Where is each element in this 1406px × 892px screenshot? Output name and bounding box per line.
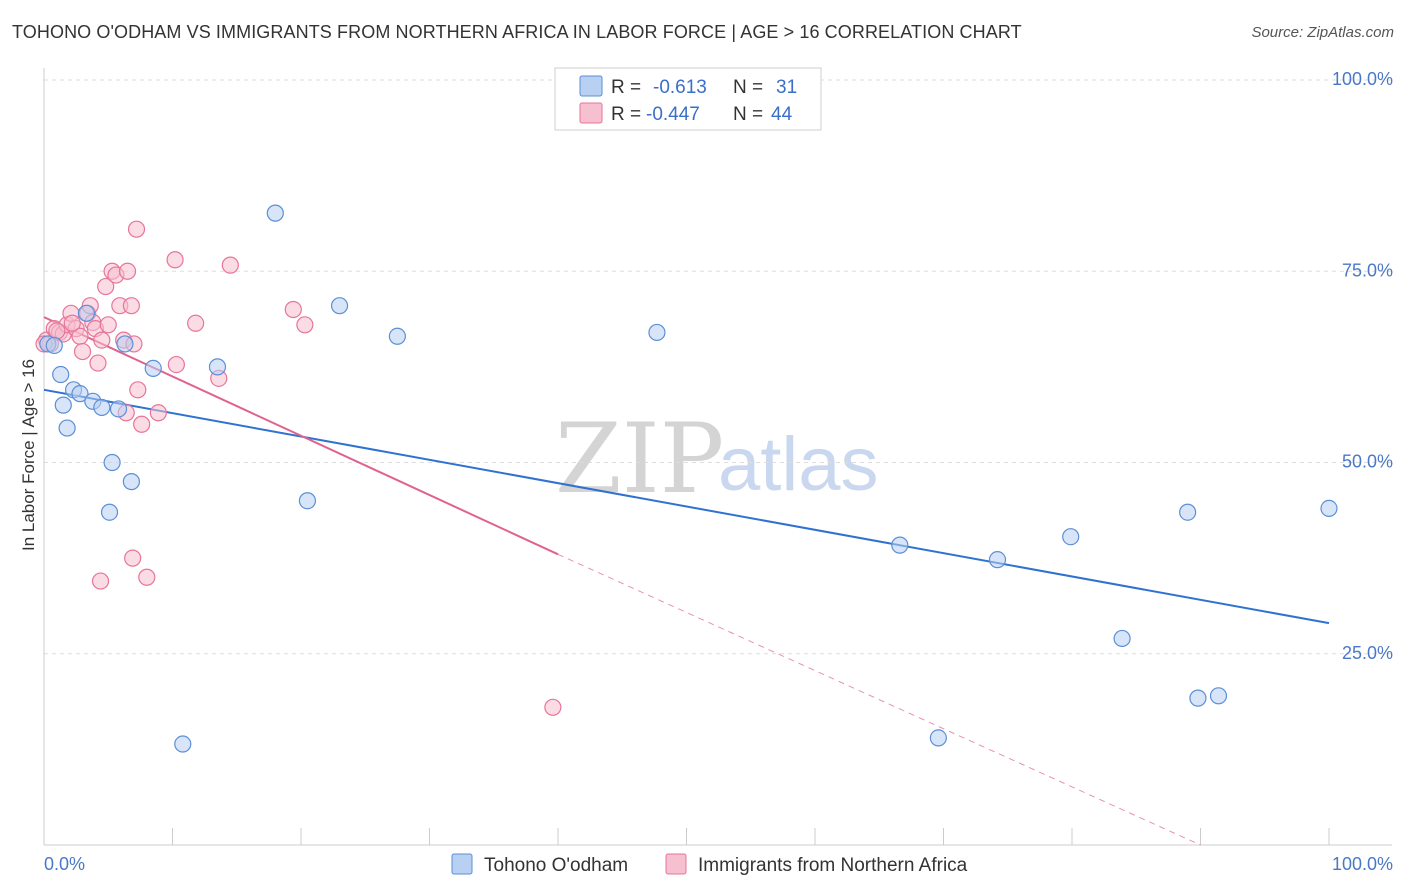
- watermark-zip: ZIP: [555, 403, 724, 515]
- point-northern-africa-32: [149, 404, 167, 422]
- y-tick-label-0: 100.0%: [1332, 69, 1393, 89]
- trend-line-tohono: [43, 388, 1330, 625]
- watermark-atlas: atlas: [718, 422, 879, 507]
- point-tohono-15: [144, 359, 162, 378]
- point-northern-africa-16: [97, 277, 115, 296]
- trend-line-northern-africa-extension: [557, 553, 1201, 846]
- series-legend-swatch-blue: [451, 853, 473, 875]
- point-tohono-19: [298, 492, 317, 510]
- point-tohono-7: [77, 304, 96, 322]
- point-tohono-6: [71, 385, 89, 403]
- point-northern-africa-31: [138, 568, 156, 586]
- point-tohono-22: [648, 323, 666, 342]
- point-northern-africa-28: [124, 549, 142, 567]
- point-tohono-21: [388, 327, 406, 345]
- point-northern-africa-9: [73, 342, 92, 361]
- gridlines: [44, 79, 1392, 655]
- watermark: ZIP atlas: [555, 403, 879, 515]
- y-axis-title: In Labor Force | Age > 16: [19, 359, 38, 551]
- legend-r-label-2: R =: [611, 104, 641, 125]
- point-tohono-12: [109, 400, 128, 418]
- point-northern-africa-26: [129, 381, 147, 399]
- y-tick-label-3: 25.0%: [1342, 643, 1393, 663]
- point-tohono-9: [93, 398, 111, 417]
- point-northern-africa-38: [284, 300, 302, 319]
- point-northern-africa-15: [93, 331, 111, 349]
- series-legend-swatch-pink: [665, 853, 687, 875]
- point-northern-africa-34: [167, 355, 185, 374]
- point-tohono-18: [266, 204, 284, 222]
- point-tohono-28: [1179, 503, 1197, 521]
- point-northern-africa-17: [99, 316, 117, 334]
- legend-swatch-pink: [579, 102, 603, 124]
- point-northern-africa-33: [166, 251, 184, 269]
- point-tohono-11: [100, 503, 119, 521]
- y-tick-label-1: 75.0%: [1342, 260, 1393, 280]
- legend-swatch-blue: [579, 75, 603, 97]
- y-tick-label-2: 50.0%: [1342, 452, 1393, 472]
- x-tick-label-0: 0.0%: [44, 854, 85, 874]
- point-northern-africa-29: [91, 572, 110, 590]
- series-legend-label-1: Tohono O'odham: [484, 855, 628, 876]
- source-credit: Source: ZipAtlas.com: [1251, 24, 1394, 41]
- point-tohono-25: [988, 551, 1007, 569]
- point-tohono-29: [1189, 689, 1207, 707]
- point-northern-africa-37: [221, 256, 239, 274]
- legend-n-label-1: N =: [733, 77, 763, 98]
- point-northern-africa-35: [187, 314, 205, 332]
- point-tohono-3: [54, 396, 72, 414]
- axes: [43, 68, 1392, 846]
- legend-n-label-2: N =: [733, 104, 763, 125]
- point-tohono-13: [116, 335, 134, 353]
- point-tohono-17: [208, 358, 227, 376]
- point-tohono-1: [45, 336, 63, 355]
- point-tohono-10: [103, 453, 121, 472]
- legend-r-value-1: -0.613: [653, 77, 707, 98]
- point-northern-africa-30: [127, 220, 146, 238]
- legend-n-value-2: 44: [771, 104, 793, 125]
- x-tick-label-1: 100.0%: [1332, 854, 1393, 874]
- chart-title: TOHONO O'ODHAM VS IMMIGRANTS FROM NORTHE…: [12, 22, 1022, 42]
- data-points: [35, 204, 1338, 753]
- legend-r-label-1: R =: [611, 77, 641, 98]
- tick-labels: 100.0% 75.0% 50.0% 25.0% 0.0% 100.0%: [44, 69, 1393, 874]
- point-tohono-27: [1113, 629, 1131, 648]
- point-tohono-16: [174, 735, 192, 753]
- legend-n-value-1: 31: [776, 77, 797, 98]
- point-northern-africa-27: [133, 415, 151, 433]
- point-tohono-31: [1320, 499, 1338, 517]
- series-legend: Tohono O'odham Immigrants from Northern …: [451, 853, 968, 876]
- trend-lines: [43, 316, 1330, 846]
- legend-r-value-2: -0.447: [646, 104, 700, 125]
- point-northern-africa-39: [296, 316, 314, 334]
- point-northern-africa-43: [63, 314, 81, 332]
- point-tohono-26: [1062, 528, 1080, 546]
- point-tohono-14: [122, 473, 140, 491]
- trend-line-northern-africa: [43, 316, 559, 556]
- point-northern-africa-22: [118, 262, 137, 280]
- point-tohono-2: [52, 365, 70, 384]
- series-legend-label-2: Immigrants from Northern Africa: [698, 855, 968, 876]
- point-tohono-4: [58, 419, 76, 437]
- point-tohono-24: [929, 729, 947, 747]
- point-tohono-20: [330, 297, 349, 315]
- point-northern-africa-40: [544, 698, 562, 716]
- stats-legend: R = -0.613 N = 31 R = -0.447 N = 44: [554, 67, 822, 131]
- point-northern-africa-23: [122, 297, 140, 315]
- point-tohono-23: [891, 536, 909, 554]
- point-northern-africa-14: [89, 354, 107, 372]
- point-tohono-30: [1209, 687, 1228, 705]
